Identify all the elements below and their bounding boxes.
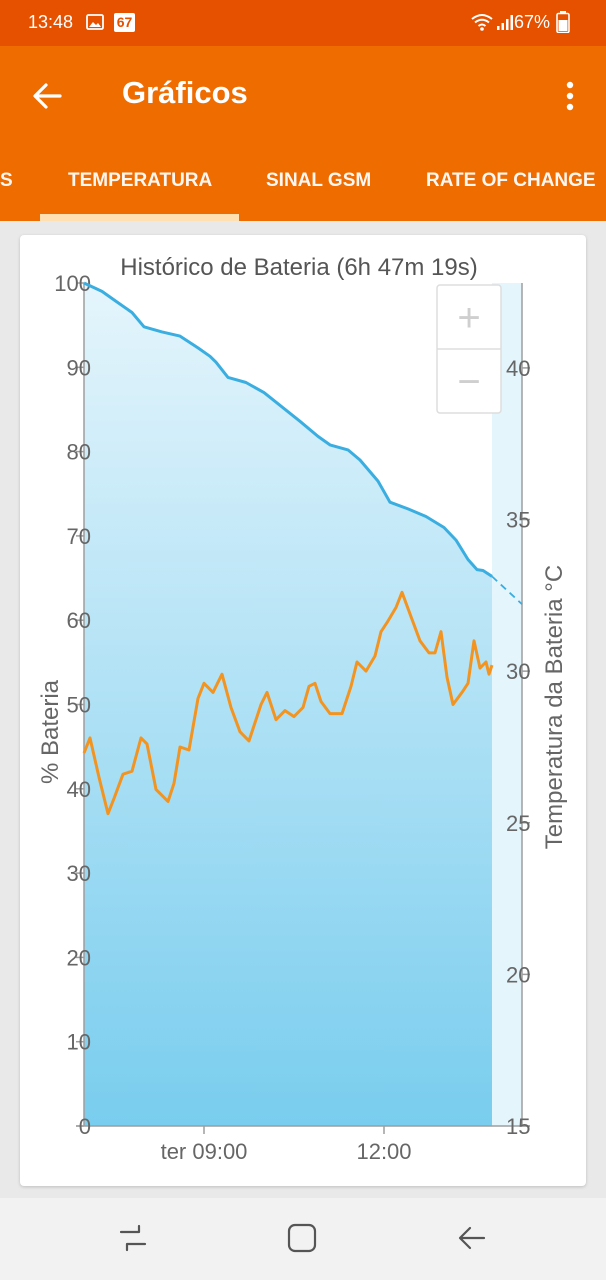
- zoom-out-button[interactable]: −: [457, 360, 480, 404]
- x-tick-label: 12:00: [356, 1139, 411, 1164]
- back-nav-icon: [458, 1226, 486, 1250]
- y2-axis-label: Temperatura da Bateria °C: [541, 565, 568, 849]
- temperature-line: [82, 590, 494, 816]
- y-tick-label: 10: [67, 1030, 91, 1055]
- y2-tick-label: 25: [506, 811, 530, 836]
- zoom-in-button[interactable]: +: [457, 296, 480, 340]
- y2-tick-label: 20: [506, 962, 530, 987]
- y-tick-label: 80: [67, 440, 91, 465]
- home-button[interactable]: [283, 1218, 323, 1258]
- y-tick-label: 50: [67, 693, 91, 718]
- y-tick-label: 90: [67, 355, 91, 380]
- image-icon: [86, 14, 104, 35]
- recents-icon: [119, 1224, 147, 1252]
- y-tick-label: 70: [67, 524, 91, 549]
- arrow-left-icon: [33, 83, 62, 109]
- battery-projection-line: [491, 575, 523, 605]
- home-icon: [287, 1223, 317, 1253]
- chart-title: Histórico de Bateria (6h 47m 19s): [120, 254, 478, 281]
- x-tick-label: ter 09:00: [161, 1139, 248, 1164]
- zoom-controls[interactable]: +−: [436, 284, 502, 414]
- more-vert-icon: [566, 81, 574, 111]
- tab-bar: S TEMPERATURA SINAL GSM RATE OF CHANGE: [0, 156, 606, 221]
- tab-sinal-gsm[interactable]: SINAL GSM: [266, 170, 372, 191]
- projection-area: [492, 283, 522, 1126]
- y-tick-label: 0: [79, 1114, 91, 1139]
- y2-tick-label: 30: [506, 659, 530, 684]
- back-nav-button[interactable]: [452, 1218, 492, 1258]
- y2-tick-label: 35: [506, 508, 530, 533]
- overflow-menu-button[interactable]: [556, 74, 584, 118]
- tab-rate-of-change[interactable]: RATE OF CHANGE: [426, 170, 596, 191]
- y-tick-label: 60: [67, 608, 91, 633]
- app-bar: Gráficos S TEMPERATURA SINAL GSM RATE OF…: [0, 46, 606, 221]
- battery-percent: 67%: [513, 12, 550, 32]
- y-tick-label: 30: [67, 861, 91, 886]
- back-button[interactable]: [26, 74, 70, 118]
- tab-indicator: [40, 214, 239, 221]
- chart-card: 0 10 20 30 40 50 60 70 80 90 100 15 20 25 30 35 40 ter 09…: [20, 235, 586, 1186]
- y-tick-label: 20: [67, 945, 91, 970]
- battery-line: [83, 281, 493, 578]
- tab-temperatura[interactable]: TEMPERATURA: [68, 170, 213, 191]
- recents-button[interactable]: [113, 1218, 153, 1258]
- calendar-icon: 67: [114, 13, 135, 32]
- y-axis-label: % Bateria: [37, 679, 64, 784]
- tab-partial[interactable]: S: [0, 170, 13, 191]
- wifi-icon: [470, 12, 494, 37]
- status-time: 13:48: [28, 12, 74, 32]
- battery-icon: [556, 11, 570, 38]
- y2-tick-label: 15: [506, 1114, 530, 1139]
- battery-area: [84, 283, 492, 1126]
- signal-icon: [496, 13, 514, 36]
- y-tick-label: 40: [67, 777, 91, 802]
- navigation-bar: [0, 1198, 606, 1280]
- page-title: Gráficos: [122, 75, 248, 110]
- status-bar: 13:48 67 67%: [0, 0, 606, 46]
- y2-tick-label: 40: [506, 356, 530, 381]
